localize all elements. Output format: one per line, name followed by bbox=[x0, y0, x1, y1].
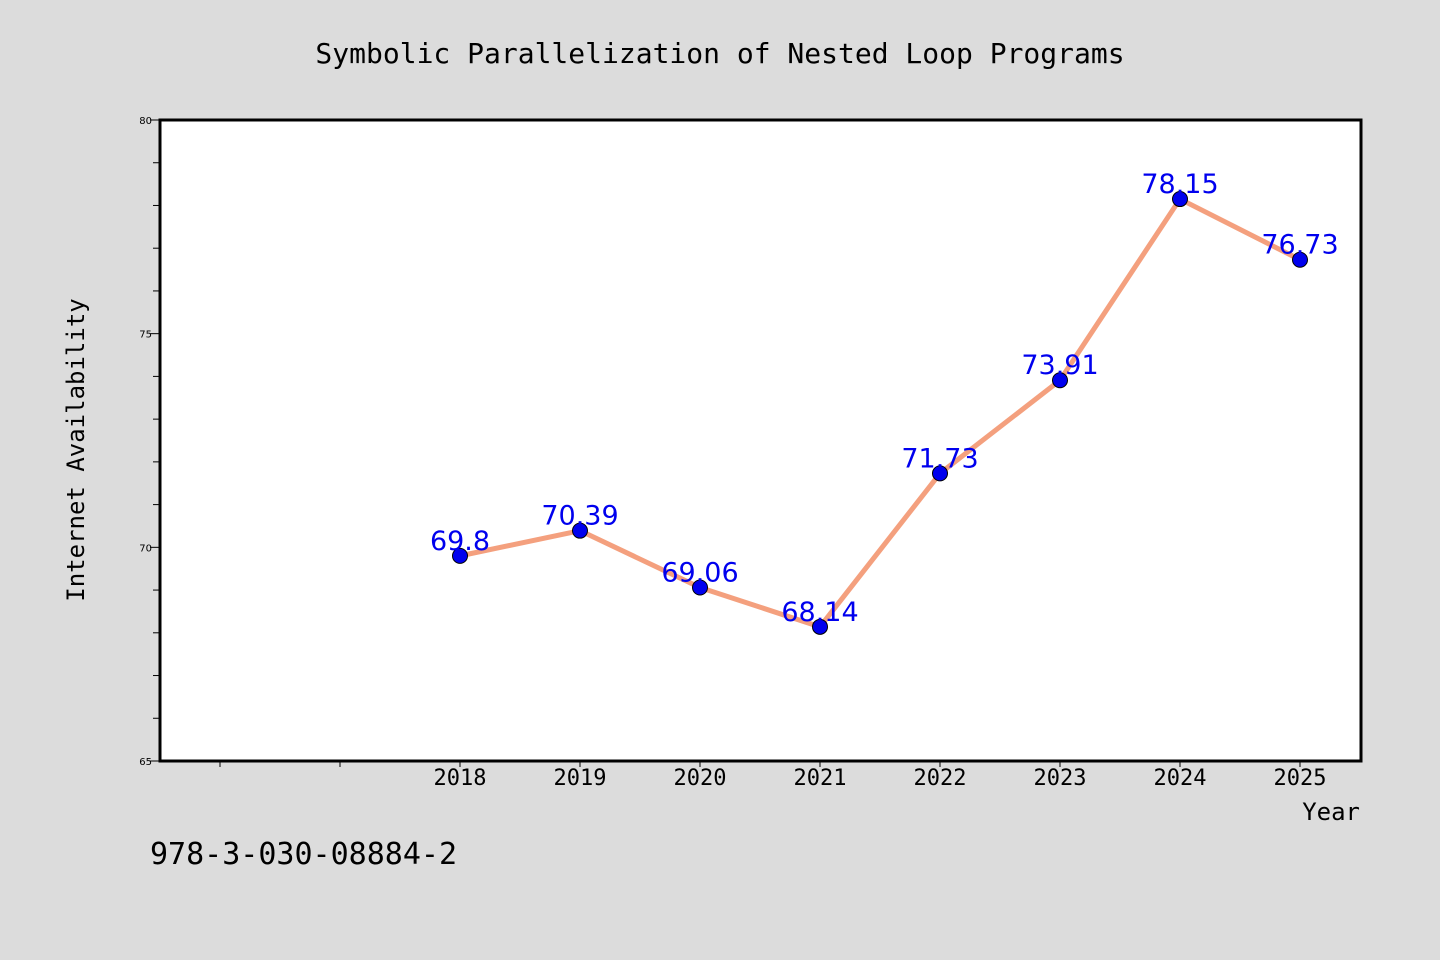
y-axis: 65 70 75 80 bbox=[139, 116, 160, 768]
data-point bbox=[1052, 372, 1068, 389]
x-tick-label: 2019 bbox=[554, 766, 607, 791]
data-label: 69.06 bbox=[661, 558, 738, 589]
data-point bbox=[932, 465, 948, 482]
data-label: 76.73 bbox=[1261, 230, 1338, 261]
y-axis-label: Internet Availability bbox=[62, 298, 90, 601]
x-axis: 2018 2019 2020 2021 2022 2023 2024 2025 bbox=[219, 761, 1327, 791]
isbn-text: 978-3-030-08884-2 bbox=[150, 837, 457, 872]
data-label: 73.91 bbox=[1021, 350, 1098, 381]
data-point bbox=[572, 522, 588, 539]
data-label: 71.73 bbox=[901, 443, 978, 474]
data-label: 68.14 bbox=[781, 597, 858, 628]
x-tick-label: 2021 bbox=[794, 766, 847, 791]
y-tick-label: 75 bbox=[139, 330, 152, 341]
data-point bbox=[1292, 251, 1308, 268]
plot-area bbox=[158, 118, 1363, 763]
x-axis-label: Year bbox=[1302, 798, 1360, 826]
y-tick-label: 70 bbox=[139, 543, 152, 554]
chart-title: Symbolic Parallelization of Nested Loop … bbox=[315, 37, 1124, 70]
y-tick-label: 65 bbox=[139, 757, 152, 768]
series-line bbox=[457, 196, 1303, 630]
data-label: 69.8 bbox=[430, 526, 490, 557]
x-tick-label: 2020 bbox=[674, 766, 727, 791]
series-layer: 69.8 70.39 69.06 68.14 71.73 73.91 78.15 76.73 bbox=[430, 169, 1339, 635]
data-point bbox=[812, 618, 828, 635]
data-point bbox=[452, 547, 468, 564]
x-tick-label: 2022 bbox=[914, 766, 967, 791]
data-point bbox=[1172, 191, 1188, 208]
x-tick-label: 2023 bbox=[1034, 766, 1087, 791]
y-tick-label: 80 bbox=[139, 116, 152, 127]
x-tick-label: 2025 bbox=[1274, 766, 1327, 791]
data-label: 70.39 bbox=[541, 501, 618, 532]
data-label: 78.15 bbox=[1141, 169, 1218, 200]
data-point bbox=[692, 579, 708, 596]
x-tick-label: 2018 bbox=[434, 766, 487, 791]
x-tick-label: 2024 bbox=[1154, 766, 1207, 791]
